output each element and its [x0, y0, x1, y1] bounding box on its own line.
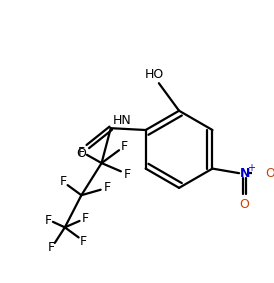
Text: HN: HN — [112, 114, 131, 127]
Text: F: F — [80, 235, 87, 248]
Text: O: O — [266, 167, 274, 180]
Text: F: F — [45, 213, 52, 226]
Text: F: F — [59, 175, 67, 188]
Text: F: F — [124, 168, 131, 181]
Text: F: F — [121, 140, 128, 153]
Text: F: F — [81, 212, 89, 225]
Text: N: N — [239, 167, 250, 180]
Text: O: O — [240, 198, 250, 211]
Text: +: + — [247, 163, 255, 173]
Text: O: O — [76, 147, 86, 160]
Text: F: F — [78, 145, 85, 158]
Text: F: F — [47, 241, 55, 254]
Text: F: F — [104, 181, 111, 194]
Text: HO: HO — [145, 68, 164, 80]
